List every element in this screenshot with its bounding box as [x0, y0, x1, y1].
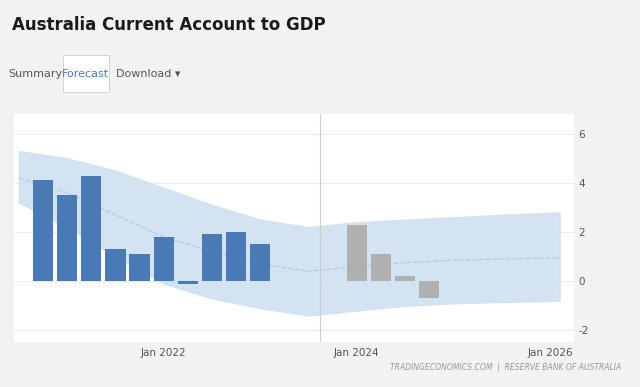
- Text: TRADINGECONOMICS.COM  |  RESERVE BANK OF AUSTRALIA: TRADINGECONOMICS.COM | RESERVE BANK OF A…: [390, 363, 621, 372]
- Bar: [347, 224, 367, 281]
- Bar: [106, 249, 125, 281]
- Bar: [57, 195, 77, 281]
- Bar: [202, 235, 222, 281]
- Bar: [81, 176, 102, 281]
- Bar: [371, 254, 391, 281]
- Bar: [178, 281, 198, 284]
- Bar: [154, 237, 174, 281]
- FancyBboxPatch shape: [63, 55, 109, 92]
- Text: Australia Current Account to GDP: Australia Current Account to GDP: [12, 16, 325, 34]
- Bar: [129, 254, 150, 281]
- Bar: [419, 281, 440, 298]
- Bar: [226, 232, 246, 281]
- Text: Download ▾: Download ▾: [116, 68, 180, 79]
- Text: Forecast: Forecast: [62, 68, 109, 79]
- Bar: [250, 244, 271, 281]
- Bar: [395, 276, 415, 281]
- Bar: [33, 180, 53, 281]
- Text: Summary: Summary: [8, 68, 62, 79]
